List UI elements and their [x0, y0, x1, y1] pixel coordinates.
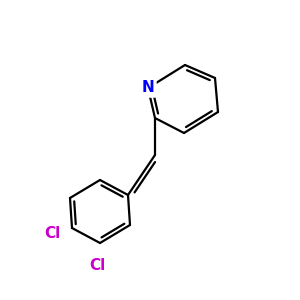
- Text: N: N: [142, 80, 154, 95]
- Text: Cl: Cl: [44, 226, 60, 241]
- Text: Cl: Cl: [89, 257, 105, 272]
